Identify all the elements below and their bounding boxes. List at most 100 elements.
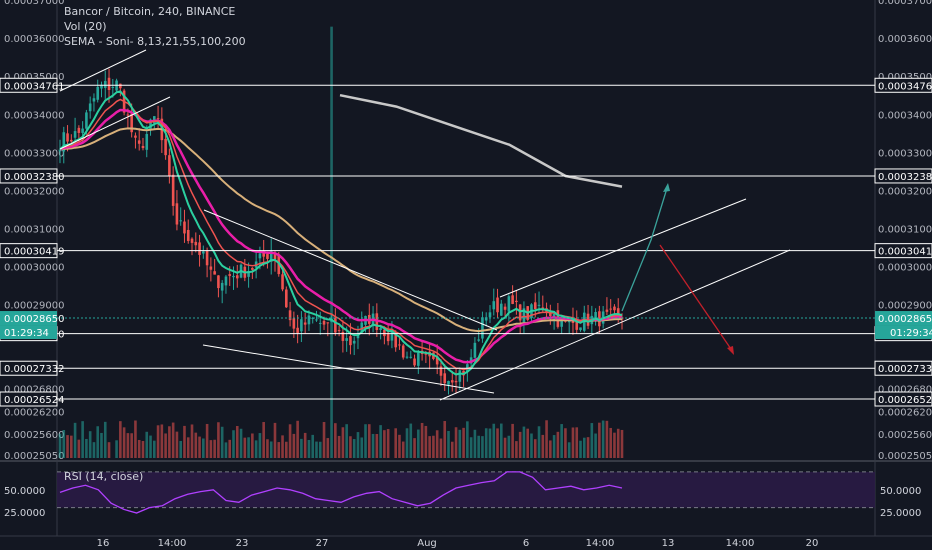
- candle-body: [447, 381, 450, 385]
- volume-bar: [183, 425, 186, 458]
- candle-body: [296, 327, 299, 333]
- volume-bar: [450, 441, 454, 458]
- volume-bar: [605, 420, 609, 458]
- candle-body: [481, 317, 484, 339]
- candle-body: [134, 135, 137, 138]
- trendline-drawing[interactable]: [202, 344, 495, 394]
- price-pane[interactable]: [57, 0, 875, 458]
- candle-body: [594, 311, 597, 319]
- trendline-drawing[interactable]: [499, 198, 747, 298]
- volume-bar: [582, 437, 586, 458]
- trendline-drawing[interactable]: [59, 49, 147, 92]
- candle-body: [322, 320, 326, 325]
- volume-bar: [522, 426, 526, 458]
- candle-body: [251, 267, 254, 270]
- candle-body: [307, 315, 311, 325]
- volume-bar: [401, 441, 405, 458]
- volume-bar: [262, 422, 265, 458]
- volume-bar: [439, 438, 443, 458]
- candle-body: [522, 308, 526, 323]
- volume-bar: [620, 429, 624, 458]
- price-tick-label-left: 0.00029000: [4, 301, 64, 312]
- volume-bar: [126, 433, 130, 458]
- volume-bar: [315, 441, 318, 458]
- volume-bar: [330, 26, 333, 458]
- volume-bar: [281, 435, 284, 458]
- volume-bar: [232, 430, 235, 458]
- time-tick-label: Aug: [417, 538, 437, 549]
- candle-body: [145, 133, 149, 150]
- candle-body: [394, 331, 397, 348]
- trendline-drawing[interactable]: [203, 209, 498, 331]
- volume-bar: [462, 427, 465, 458]
- volume-bar: [247, 437, 250, 458]
- volume-bar: [239, 428, 243, 458]
- arrowhead-down: [727, 346, 734, 355]
- volume-bar: [481, 436, 484, 458]
- volume-bar: [156, 425, 160, 458]
- level-label-left-box: [0, 243, 58, 259]
- candle-body: [315, 319, 318, 321]
- volume-bar: [62, 429, 66, 458]
- volume-bar: [81, 421, 84, 458]
- volume-bar: [100, 432, 103, 458]
- volume-bar: [119, 421, 122, 458]
- price-tick-label-left: 0.00031000: [4, 225, 64, 236]
- candle-body: [96, 86, 100, 100]
- candle-body: [111, 86, 115, 89]
- level-label-right: 0.00034761: [878, 81, 932, 92]
- price-tick-label-right: 0.00026200: [878, 407, 932, 418]
- volume-bar: [428, 436, 431, 458]
- volume-bar: [58, 433, 62, 458]
- volume-bar: [349, 436, 352, 458]
- projection-down-arrow[interactable]: [659, 244, 734, 353]
- price-tick-label-left: 0.00032000: [4, 186, 64, 197]
- volume-bar: [334, 423, 337, 458]
- volume-bar: [168, 426, 171, 458]
- level-label-left: 0.00030419: [4, 247, 64, 258]
- volume-bar: [258, 433, 262, 458]
- projection-up-arrow[interactable]: [621, 184, 669, 312]
- volume-bar: [175, 431, 179, 458]
- volume-bar: [103, 421, 107, 458]
- rsi-tick-label-left: 25.0000: [4, 508, 45, 519]
- volume-bar: [77, 439, 81, 458]
- volume-bar: [518, 431, 522, 458]
- candle-body: [473, 342, 477, 358]
- candle-body: [209, 266, 213, 270]
- trendline-drawing[interactable]: [59, 96, 171, 150]
- volume-bar: [149, 435, 152, 458]
- price-tick-label-left: 0.00036000: [4, 34, 64, 45]
- volume-bar: [466, 421, 469, 458]
- trendline-drawing[interactable]: [439, 249, 791, 401]
- candle-body: [119, 83, 122, 89]
- candle-body: [81, 128, 84, 133]
- price-tick-label-left: 0.00030000: [4, 263, 64, 274]
- arrowhead-up: [663, 183, 670, 192]
- volume-bar: [579, 440, 582, 458]
- volume-bar: [273, 422, 277, 458]
- candle-body: [168, 155, 171, 176]
- candle-body: [386, 332, 390, 342]
- candle-body: [356, 334, 360, 339]
- price-tick-label-right: 0.00037000: [878, 0, 932, 7]
- volume-bar: [552, 435, 556, 458]
- level-label-left-box: [0, 391, 58, 407]
- candle-body: [58, 149, 62, 152]
- candle-body: [311, 317, 315, 319]
- volume-bar: [205, 423, 209, 458]
- candle-body: [435, 356, 439, 365]
- candle-body: [269, 251, 273, 262]
- ema-200-line: [339, 93, 623, 188]
- time-tick-label: 14:00: [586, 538, 615, 549]
- countdown-badge-left: [0, 325, 57, 340]
- volume-bar: [107, 442, 111, 458]
- volume-bar: [224, 442, 228, 458]
- volume-bar: [341, 427, 345, 458]
- volume-bar: [307, 439, 311, 458]
- volume-bar: [337, 435, 341, 458]
- volume-bar: [254, 440, 258, 458]
- volume-bar: [598, 422, 601, 458]
- price-tick-label-right: 0.00025050: [878, 451, 932, 462]
